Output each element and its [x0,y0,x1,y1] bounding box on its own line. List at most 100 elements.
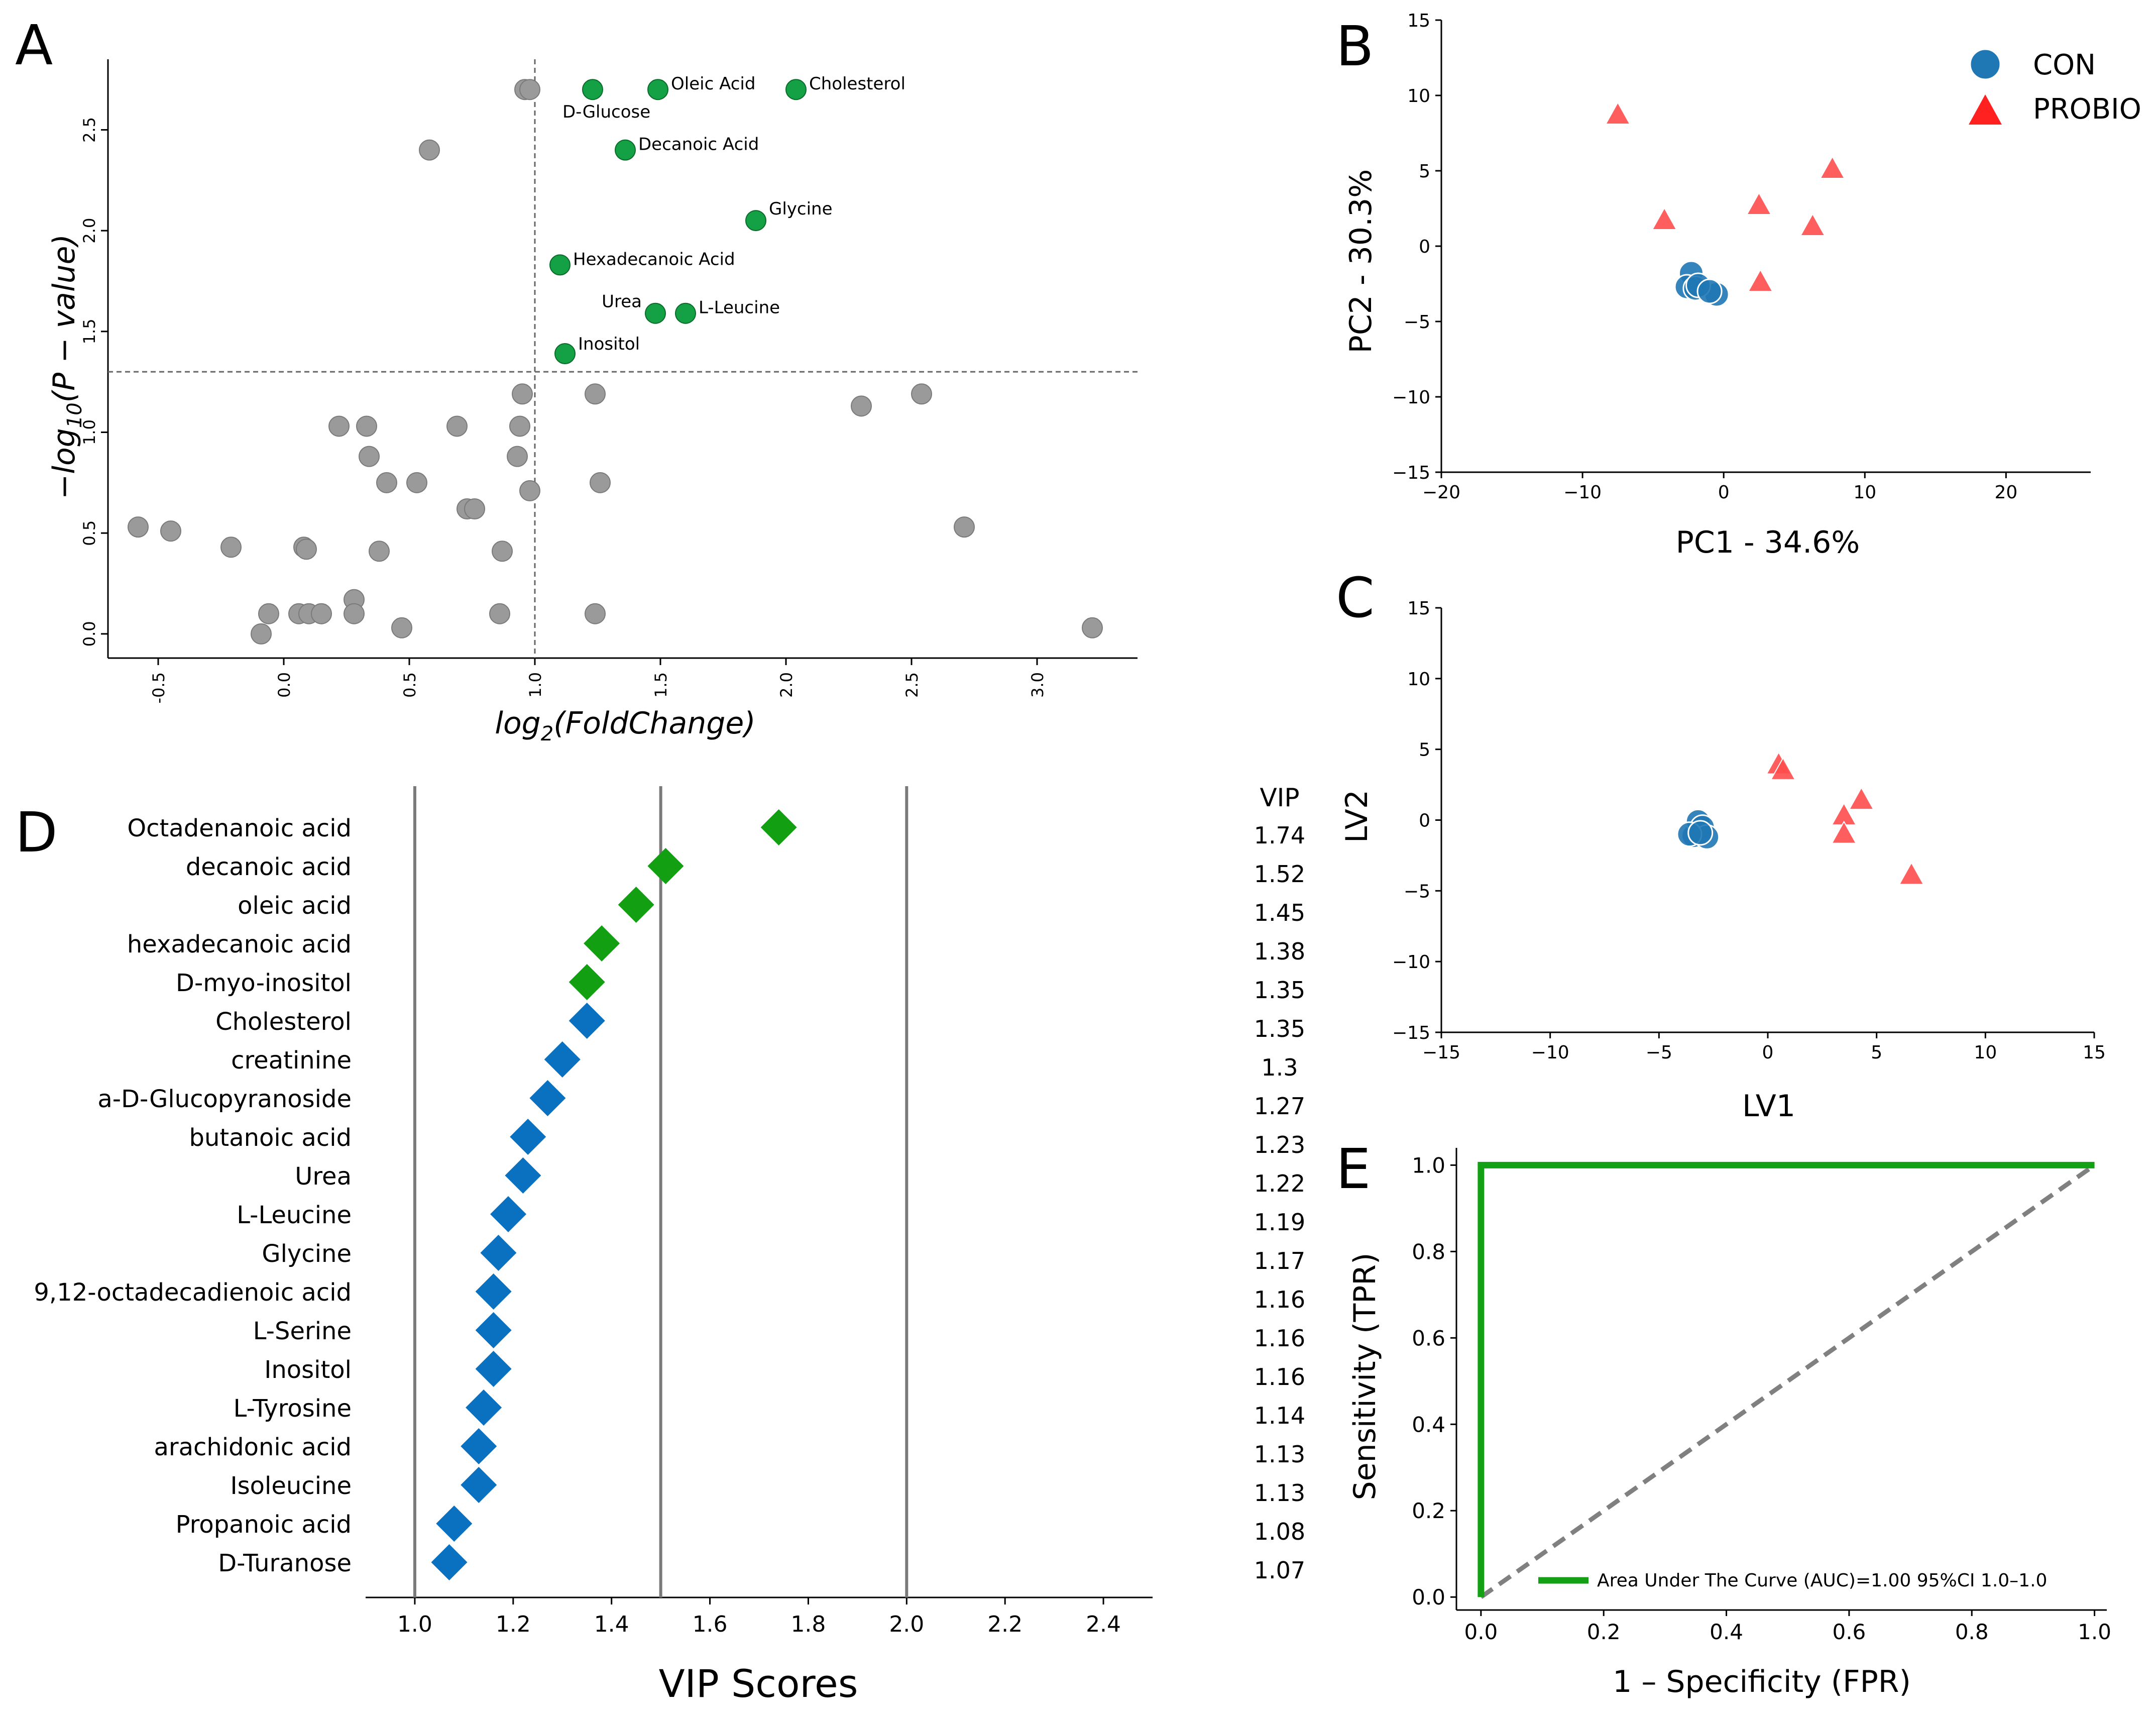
volcano-significant-point [582,79,603,100]
panel-letter-a: A [15,13,53,77]
c-x-tick-label: −10 [1531,1042,1569,1063]
c-x-tick-label: 0 [1762,1042,1774,1063]
roc-chance-line [1480,1163,2096,1599]
c-y-tick-label: −15 [1392,1023,1430,1043]
vip-marker [584,925,620,961]
volcano-point [328,415,350,437]
vip-score-value: 1.38 [1254,938,1305,965]
b-probio-point [1746,191,1772,215]
b-x-tick-label: −20 [1422,482,1460,503]
volcano-point [356,415,377,437]
volcano-point [446,415,468,437]
vip-score-value: 1.27 [1254,1093,1305,1120]
roc-y-tick-label: 0.8 [1412,1239,1445,1264]
volcano-point-label: Decanoic Acid [638,135,759,155]
b-x-tick-label: −10 [1563,482,1602,503]
b-probio-point [1747,268,1773,292]
roc-x-tick-label: 0.6 [1832,1620,1866,1644]
roc-legend: Area Under The Curve (AUC)=1.00 95%CI 1.… [1538,1570,2047,1591]
b-y-tick-label: 15 [1407,11,1430,31]
roc-x-tick-label: 0.4 [1710,1620,1743,1644]
volcano-point [585,603,606,624]
vip-score-value: 1.22 [1254,1170,1305,1197]
volcano-point [391,617,412,638]
volcano-point [507,446,528,467]
vip-metabolite-label: D-myo-inositol [176,969,352,997]
vip-marker [431,1544,468,1580]
vip-score-value: 1.3 [1261,1054,1298,1081]
roc-x-tick-label: 0.2 [1587,1620,1621,1644]
vip-marker [529,1080,566,1116]
b-y-tick-label: −5 [1404,312,1430,333]
vip-metabolite-label: L-Tyrosine [234,1395,352,1423]
roc-x-axis-label: 1 – Specificity (FPR) [1613,1664,1911,1699]
volcano-point [464,498,485,520]
vip-marker [569,964,605,1000]
pca-plot: −20 −10 0 10 20 −15 −10 −5 0 5 10 15 [1392,11,2091,503]
vip-metabolite-label: Isoleucine [231,1472,352,1500]
roc-y-tick-label: 0.0 [1412,1585,1445,1610]
c-x-tick-label: 10 [1974,1042,1997,1063]
volcano-point [519,79,540,100]
vip-score-value: 1.16 [1254,1325,1305,1352]
panel-letter-b: B [1336,14,1374,78]
volcano-y-axis-label: −log10(P − value) [47,234,86,499]
c-probio-point [1831,820,1857,844]
roc-x-tick-label: 0.8 [1955,1620,1989,1644]
b-y-tick-label: 0 [1419,237,1430,257]
vip-score-value: 1.17 [1254,1247,1305,1274]
vip-score-value: 1.19 [1254,1209,1305,1236]
volcano-y-tick-label: 1.0 [80,419,99,445]
roc-y-tick-label: 1.0 [1412,1153,1445,1177]
vip-score-value: 1.13 [1254,1479,1305,1507]
roc-curve-plot: 0.0 0.2 0.4 0.6 0.8 1.0 0.0 0.2 0.4 0.6 0.8 1.0 [1412,1148,2111,1644]
vip-metabolite-label: decanoic acid [186,853,352,881]
plsda-plot: −15 −10 −5 0 5 10 15 −15 −10 −5 0 5 10 15 [1392,598,2106,1063]
b-x-tick-label: 20 [1994,482,2017,503]
vip-marker [760,809,797,845]
volcano-point-label: Glycine [769,199,833,219]
b-y-tick-label: −15 [1392,463,1430,483]
volcano-point-label: L-Leucine [699,298,780,318]
c-y-tick-label: 15 [1407,598,1430,619]
roc-curve [1478,1161,2095,1597]
b-y-tick-label: −10 [1392,387,1430,408]
vip-score-value: 1.07 [1254,1557,1305,1584]
b-probio-point [1651,206,1677,230]
vip-score-value: 1.16 [1254,1286,1305,1313]
vip-marker [510,1119,546,1155]
c-y-tick-label: 10 [1407,669,1430,690]
volcano-y-tick-label: 2.5 [80,117,99,143]
volcano-point [251,623,272,645]
vip-metabolite-label: oleic acid [238,892,352,920]
vip-metabolite-label: creatinine [231,1046,352,1075]
volcano-point [1082,617,1103,638]
volcano-plot: -0.5 0.0 0.5 1.0 1.5 2.0 2.5 3.0 0.0 0.5 1.0 1.5 2.0… [80,59,1138,703]
volcano-significant-point [554,343,576,364]
c-probio-point [1848,787,1875,810]
volcano-significant-point [645,302,666,324]
b-x-tick-label: 10 [1853,482,1876,503]
volcano-point-label: D-Glucose [562,102,650,122]
vip-x-tick-label: 2.2 [987,1612,1023,1637]
vip-metabolite-label: D-Turanose [218,1549,352,1577]
volcano-point [489,603,510,624]
legend-probio-marker [1969,94,2002,125]
pca-legend: CON PROBIO [1969,48,2141,126]
volcano-x-tick-label: 0.5 [400,672,419,698]
b-probio-point [1605,101,1631,125]
volcano-x-tick-label: 1.5 [651,672,670,698]
vip-score-value: 1.45 [1254,899,1305,926]
volcano-point [296,539,317,560]
volcano-point-label: Oleic Acid [671,74,755,94]
volcano-significant-point [745,210,766,232]
vip-marker [544,1041,581,1078]
vip-metabolite-label: butanoic acid [189,1124,352,1152]
volcano-point-label: Cholesterol [809,74,905,94]
volcano-x-tick-label: 2.0 [777,672,796,698]
volcano-point [519,480,540,501]
vip-metabolite-label: L-Serine [253,1317,352,1345]
vip-score-value: 1.08 [1254,1518,1305,1545]
vip-x-tick-label: 1.0 [397,1612,432,1637]
